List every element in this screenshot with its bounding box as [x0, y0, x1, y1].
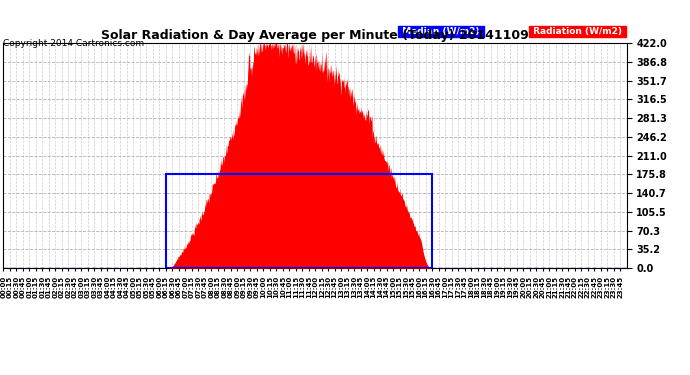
Text: Copyright 2014 Cartronics.com: Copyright 2014 Cartronics.com — [3, 39, 145, 48]
Text: Radiation (W/m2): Radiation (W/m2) — [530, 27, 625, 36]
Bar — [166, 174, 432, 268]
Text: Median (W/m2): Median (W/m2) — [399, 27, 483, 36]
Title: Solar Radiation & Day Average per Minute (Today) 20141109: Solar Radiation & Day Average per Minute… — [101, 29, 529, 42]
